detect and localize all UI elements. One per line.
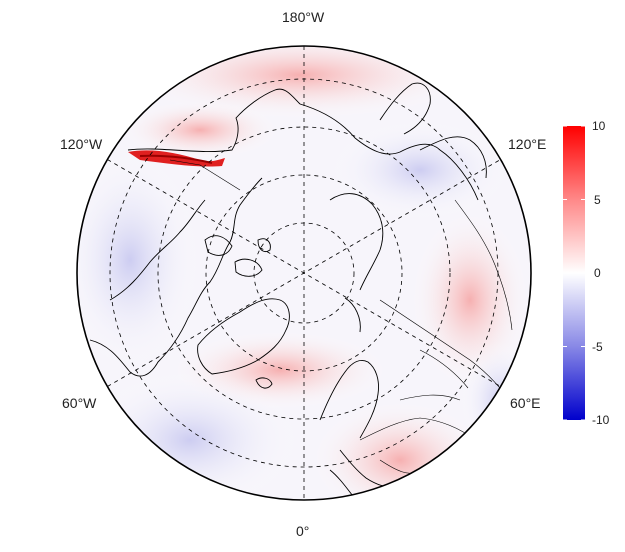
map-boundary [76,45,532,501]
longitude-label-60w: 60°W [62,395,97,411]
meridian-graticule [107,46,501,500]
colorbar-tick-label: 5 [594,193,601,207]
colorbar-tick-label: -5 [592,340,603,354]
colorbar-tick-label: -10 [592,413,610,427]
longitude-label-0: 0° [296,523,310,539]
longitude-label-120w: 120°W [60,136,103,152]
negative-atlantic-region [80,370,300,500]
strong-positive-streak [128,150,225,167]
negative-north-america-region [77,150,200,370]
colorbar [563,126,585,420]
coastlines [89,82,487,500]
longitude-label-120e: 120°E [508,136,547,152]
longitude-label-180w: 180°W [282,9,325,25]
longitude-label-60e: 60°E [510,395,541,411]
colorbar-tick-label: 10 [592,119,606,133]
colorbar-ticks [563,125,585,421]
colorbar-tick-label: 0 [594,266,601,280]
